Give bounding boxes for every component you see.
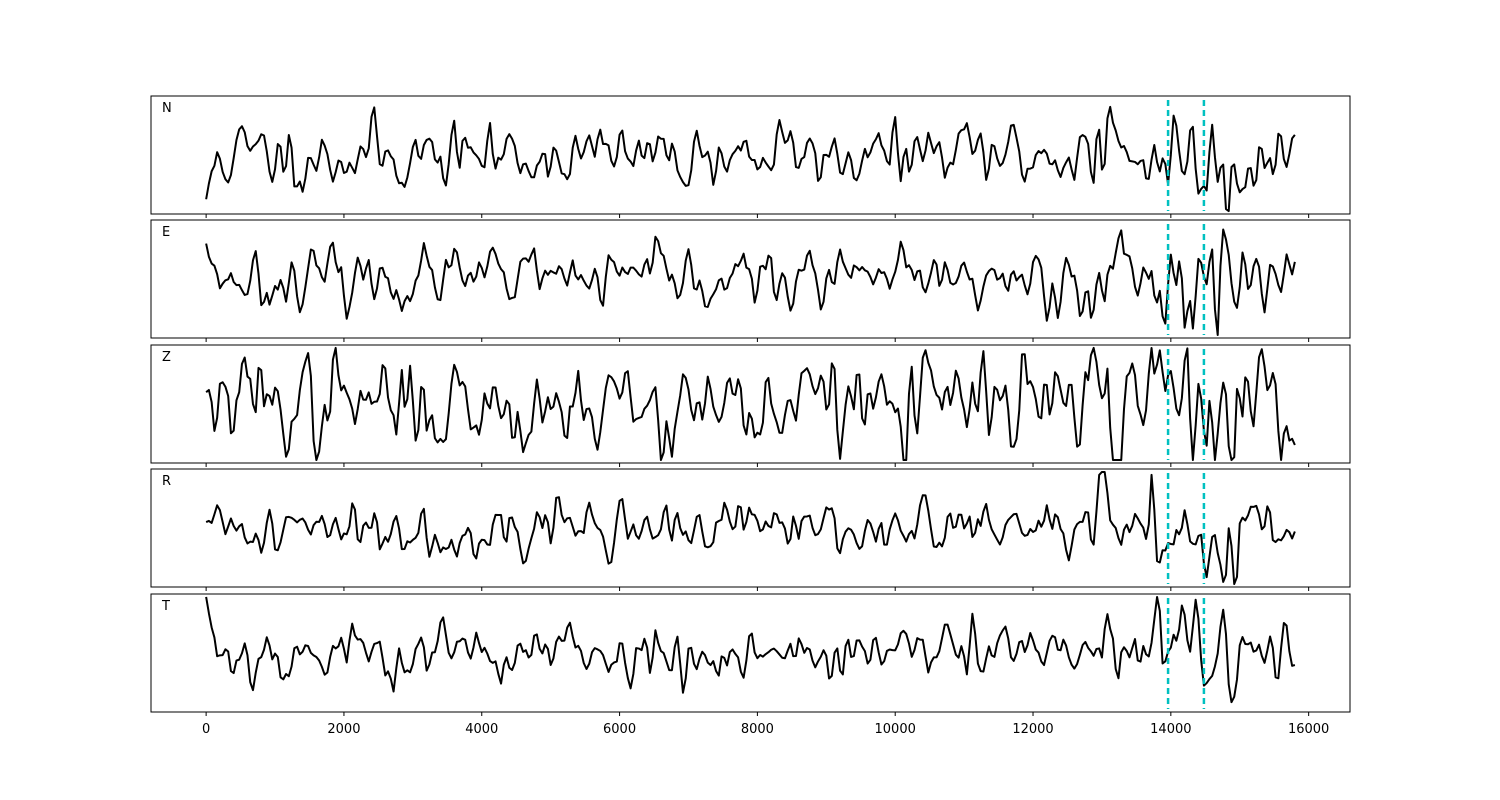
panel-e: E [150, 219, 1351, 342]
panel-label: T [161, 599, 170, 614]
x-tick-label: 6000 [603, 722, 636, 737]
panel-frame [150, 468, 1351, 588]
x-axis: 0 2000 4000 6000 8000 10000 12000 14000 16000 [202, 722, 1329, 737]
panel-label: N [162, 101, 172, 116]
trace-t [205, 595, 1296, 704]
panel-frame [150, 95, 1351, 215]
trace-z [205, 346, 1296, 462]
panels-layer: N E Z R T [150, 95, 1351, 716]
panel-t: T [150, 593, 1351, 716]
trace-n [205, 105, 1296, 213]
x-tick-label: 12000 [1012, 722, 1053, 737]
x-tick-label: 4000 [465, 722, 498, 737]
panel-label: R [162, 474, 171, 489]
panel-z: Z [150, 344, 1351, 467]
panel-label: E [162, 225, 170, 240]
trace-r [205, 470, 1296, 586]
panel-label: Z [162, 350, 171, 365]
x-tick-label: 2000 [327, 722, 360, 737]
trace-e [205, 228, 1296, 337]
panel-n: N [150, 95, 1351, 218]
x-tick-label: 0 [202, 722, 210, 737]
x-tick-label: 8000 [741, 722, 774, 737]
panel-r: R [150, 468, 1351, 591]
panel-frame [150, 219, 1351, 339]
panel-frame [150, 593, 1351, 713]
x-tick-label: 10000 [875, 722, 916, 737]
panel-frame [150, 344, 1351, 464]
x-tick-label: 14000 [1150, 722, 1191, 737]
x-tick-label: 16000 [1288, 722, 1329, 737]
